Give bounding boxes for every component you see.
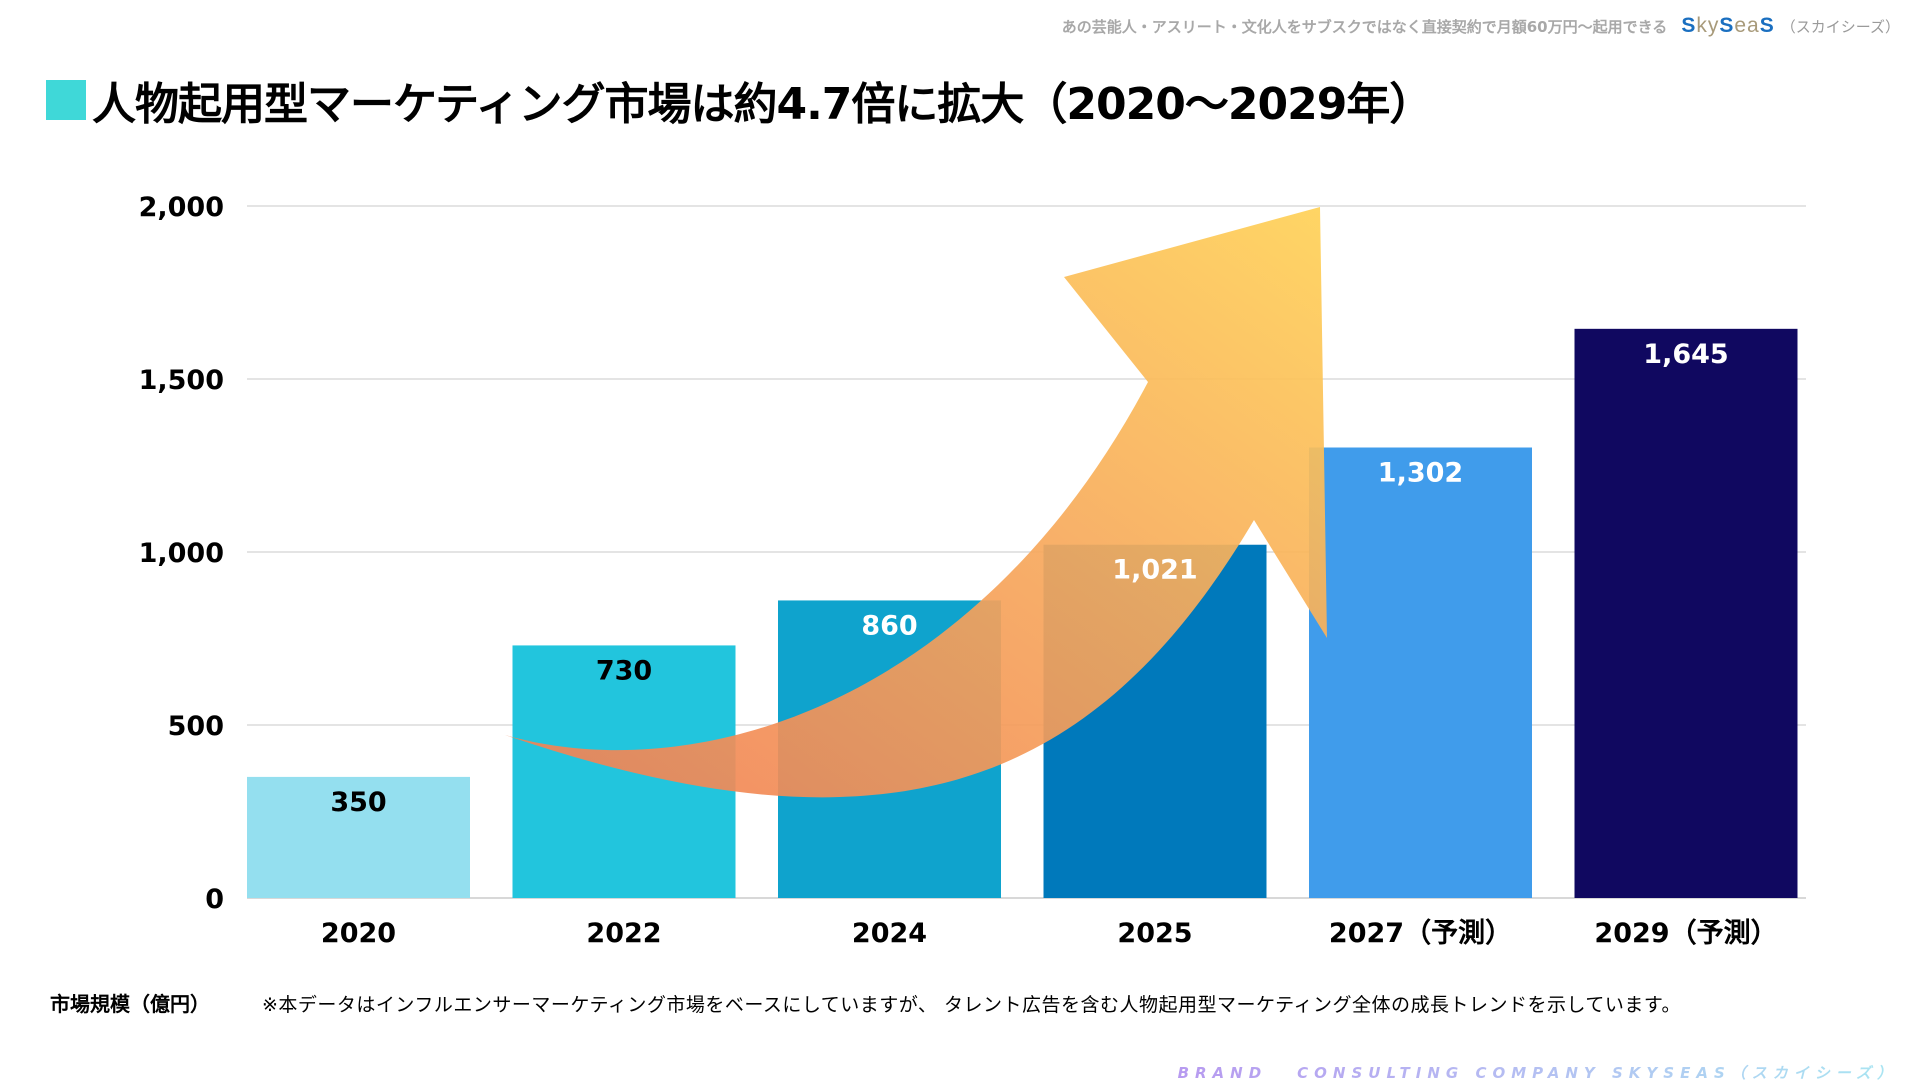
logo-subtitle: （スカイシーズ） — [1780, 18, 1900, 36]
logo-part: ky — [1696, 14, 1720, 37]
gridlines — [247, 205, 1806, 899]
data-label: 1,021 — [1112, 555, 1197, 586]
logo-part: S — [1719, 14, 1735, 37]
x-axis-labels: 2020 2022 2024 2025 2027（予測） 2029（予測） — [321, 918, 1778, 949]
page-title-text: 人物起用型マーケティング市場は約4.7倍に拡大（2020〜2029年） — [92, 79, 1433, 130]
logo-part: S — [1759, 14, 1775, 37]
y-tick-label: 0 — [205, 884, 224, 915]
logo-part: S — [1681, 14, 1697, 37]
x-tick-label: 2025 — [1117, 918, 1192, 949]
header-tagline-bar: あの芸能人・アスリート・文化人をサブスクではなく直接契約で月額60万円〜起用でき… — [1062, 14, 1900, 38]
y-tick-label: 2,000 — [139, 192, 224, 223]
x-tick-label: 2020 — [321, 918, 396, 949]
x-tick-label: 2022 — [586, 918, 661, 949]
y-tick-label: 500 — [168, 711, 224, 742]
y-tick-label: 1,500 — [139, 365, 224, 396]
value-labels: 350 730 860 1,021 1,302 1,645 — [330, 339, 1728, 818]
data-label: 860 — [861, 610, 917, 641]
x-tick-label: 2024 — [852, 918, 927, 949]
brand-word: BRAND — [1177, 1064, 1268, 1082]
brand-rest: CONSULTING COMPANY SKYSEAS（スカイシーズ） — [1297, 1064, 1898, 1082]
data-label: 730 — [596, 655, 652, 686]
page-title: 人物起用型マーケティング市場は約4.7倍に拡大（2020〜2029年） — [46, 68, 1433, 132]
data-source-note: ※本データはインフルエンサーマーケティング市場をベースにしていますが、 タレント… — [262, 994, 1681, 1016]
growth-arrow-icon — [505, 207, 1327, 798]
data-label: 350 — [330, 787, 386, 818]
y-tick-label: 1,000 — [139, 538, 224, 569]
data-label: 1,645 — [1643, 339, 1728, 370]
tagline: あの芸能人・アスリート・文化人をサブスクではなく直接契約で月額60万円〜起用でき… — [1061, 18, 1668, 36]
bar — [1309, 447, 1532, 898]
x-tick-label: 2027（予測） — [1329, 918, 1512, 949]
y-axis-unit-label: 市場規模（億円） — [50, 992, 210, 1016]
x-tick-label: 2029（予測） — [1594, 918, 1777, 949]
data-label: 1,302 — [1378, 458, 1463, 489]
y-axis-ticks: 0 500 1,000 1,500 2,000 — [139, 192, 224, 915]
bar — [247, 776, 470, 898]
bar — [1574, 328, 1798, 899]
title-marker-icon — [46, 80, 86, 120]
skyseas-logo: SkySeaS — [1681, 14, 1774, 38]
logo-part: ea — [1734, 14, 1760, 37]
